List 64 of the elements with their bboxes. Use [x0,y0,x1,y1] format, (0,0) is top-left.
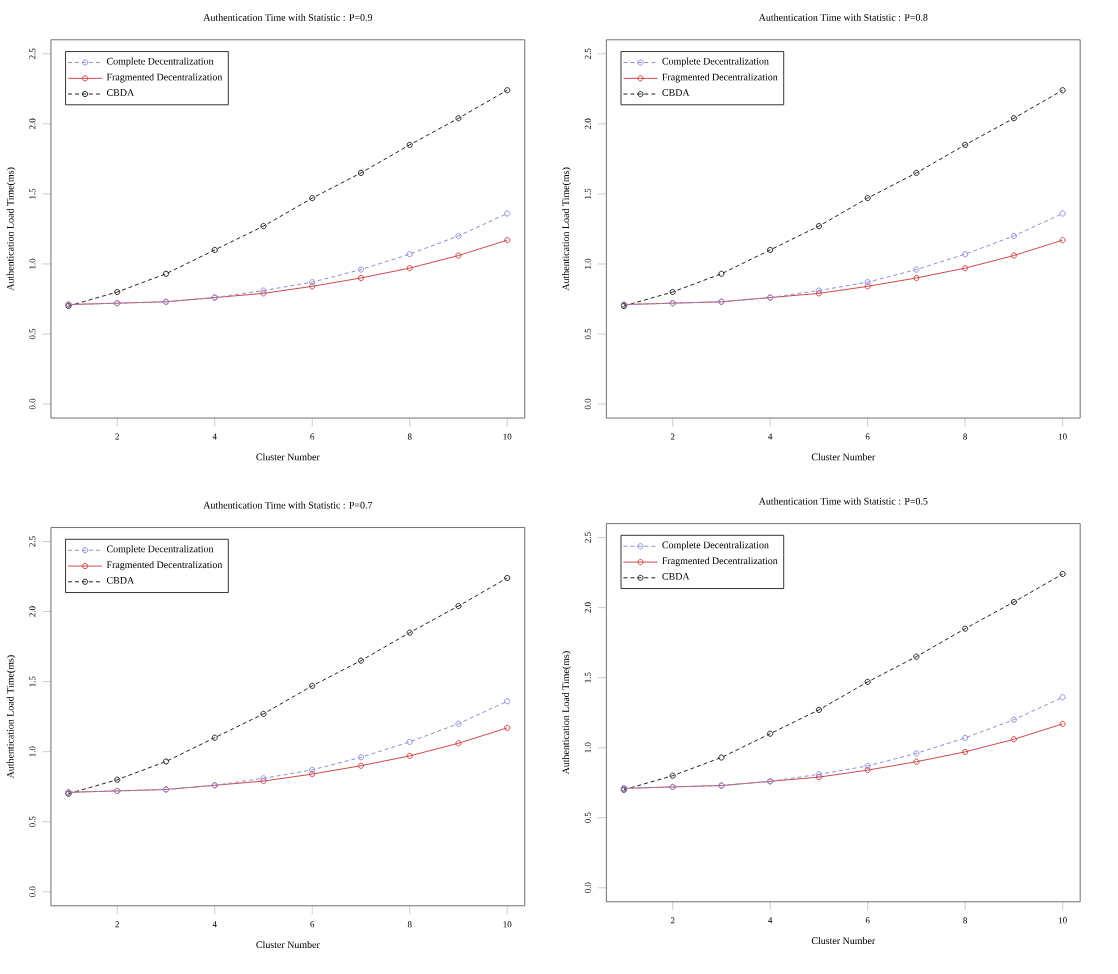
point [406,629,413,636]
point [504,575,511,582]
point [1010,115,1017,122]
point [357,170,365,177]
point [357,762,365,770]
point [455,740,462,747]
point [1010,252,1017,259]
point [162,270,170,278]
point [1059,210,1066,217]
point [669,289,676,296]
point [913,170,920,177]
point [913,750,920,757]
point [767,730,774,738]
point [309,195,316,202]
point [815,223,822,230]
point [504,210,511,217]
point [1010,736,1017,743]
point [1010,233,1017,240]
point [406,753,413,760]
point [767,247,774,254]
point [1059,694,1066,701]
point [455,603,462,610]
point [309,683,316,690]
point [455,720,462,728]
point [114,776,121,784]
point [406,265,413,272]
point [455,233,462,240]
point [718,270,725,278]
point [962,265,969,272]
point [406,251,413,258]
point [504,87,511,94]
point [357,657,365,664]
point [260,711,267,718]
point [357,754,365,761]
point [211,247,218,254]
point [913,275,920,282]
point [864,195,871,202]
point [913,653,920,660]
point [455,115,462,122]
point [1059,571,1066,578]
point [406,142,413,149]
point [913,758,920,766]
point [962,142,969,149]
point [260,223,267,230]
point [913,266,920,273]
point [1010,716,1017,724]
point [406,739,413,746]
point [211,734,218,742]
point [718,754,725,761]
point [962,749,969,756]
point [357,275,365,282]
point [962,625,969,632]
point [864,679,871,686]
point [504,698,511,705]
point [114,289,121,296]
point [815,707,822,714]
point [962,735,969,742]
point [357,266,365,273]
point [1010,599,1017,606]
point [962,251,969,258]
point [162,758,170,765]
point [455,252,462,259]
point [669,772,676,780]
point [1059,87,1066,94]
